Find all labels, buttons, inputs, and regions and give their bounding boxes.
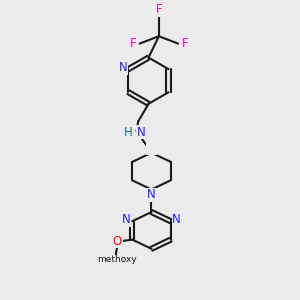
Text: O: O xyxy=(113,235,122,248)
Text: F: F xyxy=(182,37,188,50)
Text: F: F xyxy=(130,37,136,50)
Text: methoxy: methoxy xyxy=(98,255,137,264)
Text: H: H xyxy=(124,126,133,139)
Text: N: N xyxy=(119,61,128,74)
Text: N: N xyxy=(147,141,156,154)
Text: N: N xyxy=(122,213,131,226)
Text: N: N xyxy=(137,126,146,139)
Text: N: N xyxy=(172,213,181,226)
Text: N: N xyxy=(147,141,156,154)
Text: F: F xyxy=(156,3,162,16)
Text: N: N xyxy=(147,188,156,201)
